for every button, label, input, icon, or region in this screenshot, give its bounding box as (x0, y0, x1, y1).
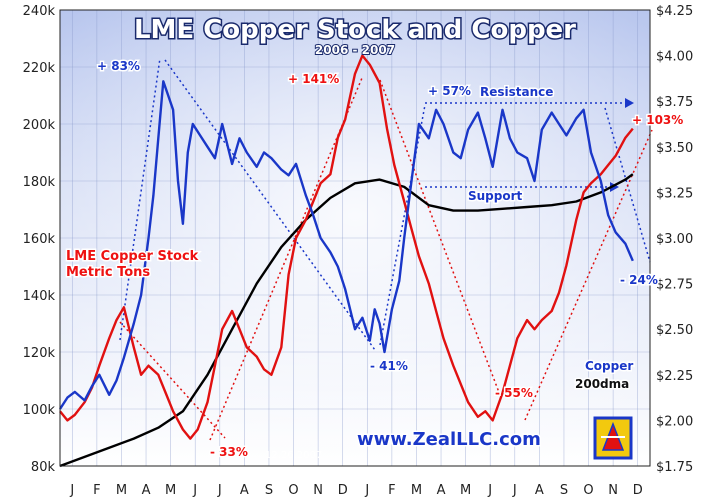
x-axis-tick-label: M (411, 483, 422, 498)
trend-copper-up-1 (209, 77, 363, 441)
logo (593, 416, 633, 460)
right-axis-tick-label: $4.00 (656, 50, 693, 65)
x-axis-tick-label: J (192, 483, 197, 498)
x-axis-tick-label: D (633, 483, 643, 498)
resistance-label: Resistance (480, 85, 553, 99)
x-axis-tick-label: S (265, 483, 273, 498)
x-axis-tick-label: F (388, 483, 395, 498)
annotation-copper-down-55: - 55% (495, 386, 533, 400)
x-axis-tick-label: A (535, 483, 544, 498)
left-axis-tick-label: 200k (23, 118, 56, 133)
x-axis-tick-label: J (69, 483, 74, 498)
resistance-arrow (625, 98, 634, 108)
annotation-stock-down-24: - 24% (620, 273, 658, 287)
series-line-copper (59, 54, 634, 440)
left-axis-tick-label: 240k (23, 4, 56, 19)
date-stamp: 12.26.2007 (265, 450, 322, 461)
left-axis-tick-label: 160k (23, 232, 56, 247)
right-axis-tick-label: $3.75 (656, 95, 693, 110)
left-axis-tick-label: 120k (23, 346, 56, 361)
x-axis-tick-label: N (608, 483, 618, 498)
annotation-copper-up-141: + 141% (288, 72, 339, 86)
support-label: Support (468, 189, 523, 203)
annotation-copper-up-103: + 103% (632, 113, 683, 127)
trend-lines (119, 57, 653, 441)
x-axis-tick-label: A (240, 483, 249, 498)
x-axis-tick-label: N (313, 483, 323, 498)
annotation-stock-down-41: - 41% (370, 359, 408, 373)
right-axis-ticks: $1.75 $2.00 $2.25 $2.50 $2.75 $3.00 $3.25 $3.50… (656, 4, 693, 475)
left-axis-tick-label: 140k (23, 289, 56, 304)
trend-stock-up-2 (379, 104, 426, 346)
website-label: www.ZealLLC.com (357, 429, 541, 450)
annotation-stock-up-57: + 57% (428, 84, 471, 98)
right-axis-tick-label: $4.25 (656, 4, 693, 19)
x-axis-tick-label: J (512, 483, 517, 498)
x-axis-tick-label: D (338, 483, 348, 498)
x-axis-tick-label: J (364, 483, 369, 498)
support-arrow (610, 182, 619, 192)
x-axis-tick-label: O (288, 483, 298, 498)
x-axis-tick-label: S (560, 483, 568, 498)
right-axis-tick-label: $3.25 (656, 186, 693, 201)
right-axis-tick-label: $2.75 (656, 278, 693, 293)
right-axis-tick-label: $2.25 (656, 369, 693, 384)
stock-series-label-line1: LME Copper Stock (66, 249, 199, 264)
x-axis-tick-label: J (217, 483, 222, 498)
left-axis-tick-label: 180k (23, 175, 56, 190)
x-axis-tick-label: O (583, 483, 593, 498)
x-axis-tick-label: A (437, 483, 446, 498)
x-axis-tick-label: J (487, 483, 492, 498)
annotation-stock-up-83: + 83% (97, 59, 140, 73)
left-axis-tick-label: 80k (31, 460, 56, 475)
x-axis-tick-label: M (116, 483, 127, 498)
right-axis-tick-label: $2.00 (656, 414, 693, 429)
trend-copper-down-1 (119, 321, 226, 439)
chart-subtitle: 2006 - 2007 (315, 43, 395, 57)
x-axis-tick-label: A (142, 483, 151, 498)
copper-series-label: Copper (585, 359, 633, 373)
plot-frame (59, 9, 651, 467)
sma-series-label: 200dma (575, 377, 629, 391)
annotation-copper-down-33: - 33% (210, 445, 248, 459)
chart-title: LME Copper Stock and Copper (134, 15, 576, 45)
series-line-200dma (59, 173, 634, 468)
series-layer (58, 54, 634, 468)
left-axis-tick-label: 220k (23, 61, 56, 76)
right-axis-tick-label: $2.50 (656, 323, 693, 338)
grid (60, 9, 650, 467)
left-axis-ticks: 80k 100k 120k 140k 160k 180k 200k 220k 240k (23, 4, 56, 475)
x-axis-tick-label: F (93, 483, 100, 498)
trend-copper-down-2 (379, 79, 501, 396)
stock-series-label-line2: Metric Tons (66, 265, 150, 280)
x-axis-tick-label: M (165, 483, 176, 498)
right-axis-tick-label: $3.50 (656, 141, 693, 156)
right-axis-tick-label: $1.75 (656, 460, 693, 475)
x-axis-tick-label: M (460, 483, 471, 498)
left-axis-tick-label: 100k (23, 403, 56, 418)
right-axis-tick-label: $3.00 (656, 232, 693, 247)
series-line-stock (58, 80, 634, 410)
